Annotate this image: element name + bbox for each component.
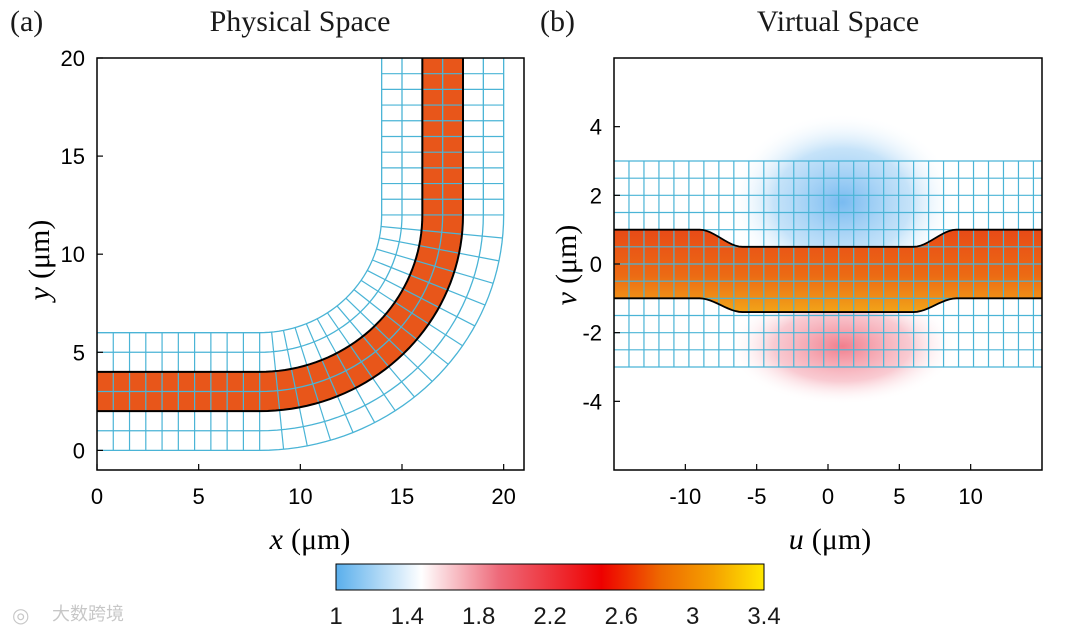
- watermark: ◎ 大数跨境: [12, 604, 124, 627]
- panel-a-mesh-rung: [326, 312, 396, 412]
- colorbar-tick-label: 3.4: [747, 603, 780, 630]
- panel-a-mesh-rung: [282, 330, 308, 446]
- colorbar-tick-label: 1.8: [462, 603, 495, 630]
- panel-a-xlabel-unit: (μm): [291, 523, 350, 556]
- panel-a-mesh-rung: [376, 248, 494, 284]
- panel-b-xtick-label: 10: [958, 484, 982, 509]
- colorbar-tick-label: 2.2: [533, 603, 566, 630]
- panel-a-mesh-rung: [294, 327, 332, 441]
- panel-a-waveguide-edge: [97, 58, 464, 413]
- panel-a-ylabel-var: y: [23, 286, 56, 303]
- panel-a-mesh-rung: [271, 332, 285, 450]
- panel-b-waveguide: [614, 229, 1042, 313]
- panel-a-ytick-label: 0: [73, 438, 85, 463]
- panel-a-waveguide: [97, 58, 463, 412]
- panel-a-plot: 0 5 10 15 20 0 5 10 15 20: [61, 46, 525, 509]
- panel-a-mesh-rung: [379, 237, 500, 262]
- panel-a-ytick-label: 15: [61, 144, 85, 169]
- panel-b-xlabel-var: u: [789, 523, 804, 556]
- panel-b-xlabel: u (μm): [789, 523, 871, 556]
- panel-b-waveguide-bottom-edge: [614, 297, 1042, 313]
- panel-a-ylabel: y (μm): [23, 220, 56, 304]
- colorbar-tick-label: 1.4: [391, 603, 424, 630]
- panel-b-xlabel-unit: (μm): [812, 523, 871, 556]
- panel-a-mesh-rung: [305, 323, 354, 433]
- panel-a-ylabel-unit: (μm): [23, 220, 56, 279]
- panel-b-ytick-label: -2: [582, 321, 602, 346]
- panel-a-mesh-line: [97, 58, 505, 452]
- panel-a-mesh-rung: [366, 269, 476, 327]
- panel-b-ytick-label: 2: [590, 183, 602, 208]
- panel-b-xtick-label: -10: [669, 484, 701, 509]
- panel-a-mesh-rung: [316, 318, 376, 423]
- panel-b-ylabel-unit: (μm): [550, 225, 583, 284]
- panel-a-mesh-line: [97, 58, 423, 373]
- panel-a-mesh-line: [97, 58, 403, 353]
- panel-b-title: Virtual Space: [757, 5, 919, 38]
- colorbar-tick-label: 3: [686, 603, 699, 630]
- panel-b-ylabel-var: v: [550, 291, 583, 305]
- panel-a-mesh-rung: [345, 297, 433, 382]
- panel-a-xtick-label: 0: [91, 484, 103, 509]
- panel-a-title: Physical Space: [210, 5, 391, 38]
- panel-b-ylabel: v (μm): [550, 225, 583, 306]
- panel-a-xlabel: x (μm): [269, 523, 351, 556]
- panel-b-xtick-label: 0: [822, 484, 834, 509]
- colorbar-tick-label: 1: [329, 603, 342, 630]
- panel-a-axes-box: [96, 57, 525, 471]
- panel-b-ytick-label: 4: [590, 115, 602, 140]
- panel-a-mesh-rung: [360, 279, 463, 347]
- panel-b-ytick-label: -4: [582, 389, 602, 414]
- watermark-text: 大数跨境: [52, 604, 124, 624]
- panel-a-xtick-label: 5: [193, 484, 205, 509]
- panel-b-plot: -10 -5 0 5 10 -4 -2 0 2 4: [582, 57, 1043, 509]
- panel-a-mesh-rung: [372, 259, 486, 306]
- panel-b-xtick-label: 5: [893, 484, 905, 509]
- panel-a-waveguide-edge: [97, 58, 424, 373]
- panel-a-xtick-label: 20: [491, 484, 515, 509]
- panel-a-ytick-label: 10: [61, 242, 85, 267]
- panel-a-ytick-label: 5: [73, 340, 85, 365]
- colorbar-tick-label: 2.6: [605, 603, 638, 630]
- watermark-logo-icon: ◎: [12, 605, 29, 627]
- panel-a-mesh-line: [97, 58, 383, 334]
- panel-b-ytick-label: 0: [590, 252, 602, 277]
- panel-b-high-index-region: [728, 288, 957, 405]
- colorbar: [335, 563, 765, 591]
- panel-b-xtick-label: -5: [747, 484, 767, 509]
- panel-a-xtick-label: 15: [390, 484, 414, 509]
- panel-a-mesh-rung: [381, 225, 503, 239]
- panel-a-xtick-label: 10: [288, 484, 312, 509]
- panel-a-mesh-rung: [353, 289, 449, 365]
- panel-a-mesh-line: [97, 58, 464, 412]
- panel-a-xlabel-var: x: [269, 523, 284, 556]
- panel-a-label: (a): [10, 5, 43, 38]
- panel-b-label: (b): [540, 5, 575, 38]
- panel-b-waveguide-top-edge: [614, 228, 1042, 248]
- panel-a-ytick-label: 20: [61, 46, 85, 71]
- panel-a-mesh-rung: [336, 305, 415, 398]
